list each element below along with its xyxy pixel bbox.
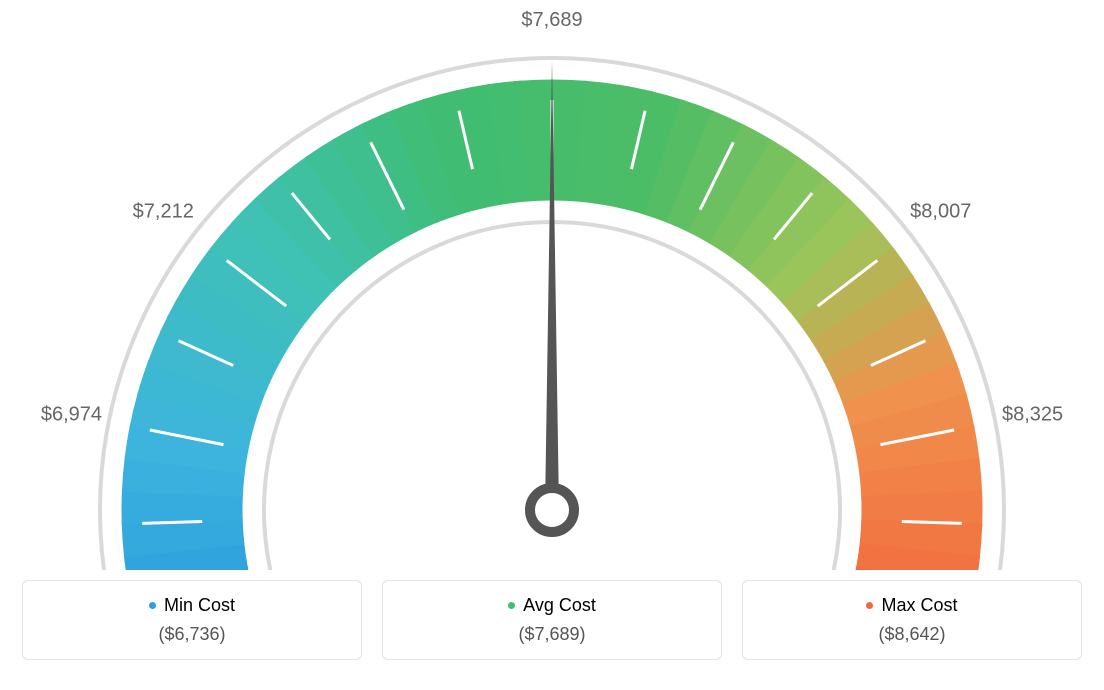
legend-value-min: ($6,736) <box>31 624 353 645</box>
legend-label-avg: Avg Cost <box>508 595 596 616</box>
legend-label-min-text: Min Cost <box>164 595 235 616</box>
legend-row: Min Cost ($6,736) Avg Cost ($7,689) Max … <box>22 580 1082 660</box>
legend-value-avg: ($7,689) <box>391 624 713 645</box>
svg-text:$6,974: $6,974 <box>41 403 102 425</box>
legend-label-max-text: Max Cost <box>881 595 957 616</box>
gauge-svg: $6,736$6,974$7,212$7,689$8,007$8,325$8,6… <box>0 0 1104 570</box>
svg-text:$8,325: $8,325 <box>1002 403 1063 425</box>
dot-icon <box>508 602 515 609</box>
dot-icon <box>149 602 156 609</box>
legend-label-min: Min Cost <box>149 595 235 616</box>
legend-value-max: ($8,642) <box>751 624 1073 645</box>
legend-card-avg: Avg Cost ($7,689) <box>382 580 722 660</box>
legend-card-max: Max Cost ($8,642) <box>742 580 1082 660</box>
legend-label-max: Max Cost <box>866 595 957 616</box>
dot-icon <box>866 602 873 609</box>
svg-text:$7,212: $7,212 <box>133 201 194 223</box>
svg-text:$7,689: $7,689 <box>521 9 582 31</box>
cost-gauge-container: $6,736$6,974$7,212$7,689$8,007$8,325$8,6… <box>0 0 1104 690</box>
legend-label-avg-text: Avg Cost <box>523 595 596 616</box>
legend-card-min: Min Cost ($6,736) <box>22 580 362 660</box>
gauge-chart: $6,736$6,974$7,212$7,689$8,007$8,325$8,6… <box>0 0 1104 570</box>
svg-text:$8,007: $8,007 <box>910 201 971 223</box>
